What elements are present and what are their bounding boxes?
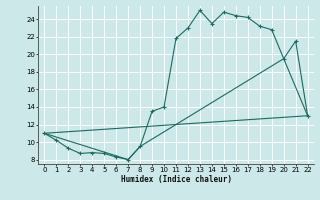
X-axis label: Humidex (Indice chaleur): Humidex (Indice chaleur)	[121, 175, 231, 184]
